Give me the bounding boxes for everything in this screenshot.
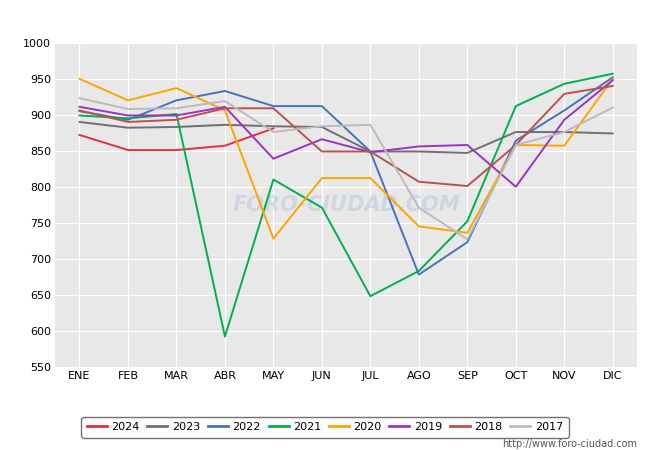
Text: Afiliados en Piles a 31/5/2024: Afiliados en Piles a 31/5/2024 — [202, 8, 448, 26]
Text: http://www.foro-ciudad.com: http://www.foro-ciudad.com — [502, 439, 637, 449]
Legend: 2024, 2023, 2022, 2021, 2020, 2019, 2018, 2017: 2024, 2023, 2022, 2021, 2020, 2019, 2018… — [81, 417, 569, 438]
Text: FORO-CIUDAD.COM: FORO-CIUDAD.COM — [232, 195, 460, 215]
